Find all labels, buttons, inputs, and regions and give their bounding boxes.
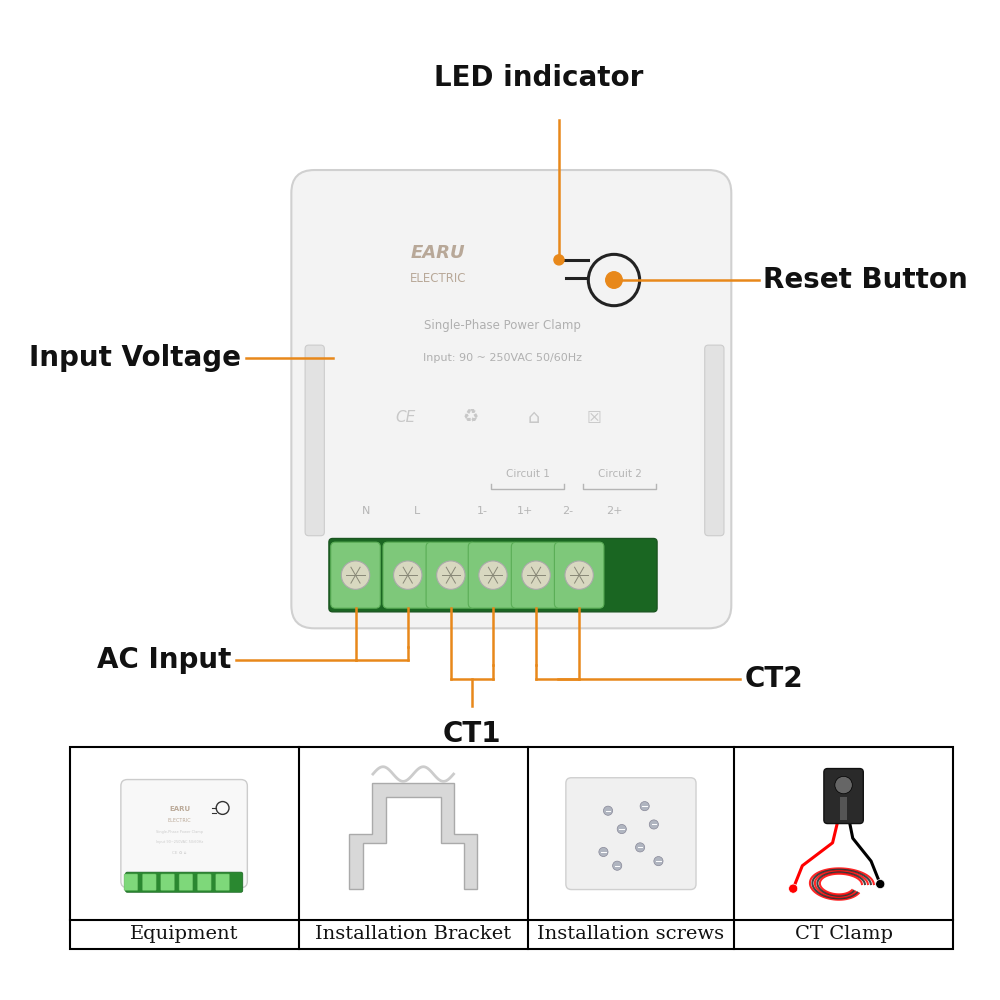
- Text: L: L: [414, 506, 420, 516]
- FancyBboxPatch shape: [142, 874, 156, 890]
- FancyBboxPatch shape: [468, 542, 518, 608]
- FancyBboxPatch shape: [216, 874, 229, 890]
- FancyBboxPatch shape: [179, 874, 193, 890]
- FancyBboxPatch shape: [824, 769, 863, 824]
- FancyBboxPatch shape: [329, 538, 657, 612]
- FancyBboxPatch shape: [705, 345, 724, 536]
- Text: N: N: [362, 506, 371, 516]
- Circle shape: [216, 802, 229, 814]
- FancyBboxPatch shape: [125, 872, 243, 892]
- Circle shape: [437, 561, 465, 589]
- Text: 1-: 1-: [476, 506, 487, 516]
- Text: Single-Phase Power Clamp: Single-Phase Power Clamp: [424, 319, 581, 332]
- FancyBboxPatch shape: [305, 345, 324, 536]
- Circle shape: [554, 255, 564, 265]
- Text: CE ♻ ⌂: CE ♻ ⌂: [172, 851, 187, 855]
- Text: AC Input: AC Input: [97, 646, 232, 674]
- Text: CT Clamp: CT Clamp: [795, 925, 893, 943]
- Circle shape: [876, 879, 885, 889]
- Text: ELECTRIC: ELECTRIC: [168, 818, 191, 823]
- Text: EARU: EARU: [169, 806, 190, 812]
- FancyBboxPatch shape: [511, 542, 561, 608]
- Text: CE: CE: [396, 410, 416, 425]
- Circle shape: [341, 561, 370, 589]
- FancyBboxPatch shape: [161, 874, 174, 890]
- Circle shape: [599, 847, 608, 857]
- Text: 2+: 2+: [606, 506, 622, 516]
- Text: 1+: 1+: [517, 506, 533, 516]
- Circle shape: [613, 861, 622, 870]
- Circle shape: [588, 254, 640, 306]
- Text: CT1: CT1: [443, 720, 501, 748]
- Text: ⌂: ⌂: [528, 408, 540, 427]
- Text: Single-Phase Power Clamp: Single-Phase Power Clamp: [156, 830, 203, 834]
- Text: ♻: ♻: [462, 409, 478, 427]
- FancyBboxPatch shape: [121, 780, 247, 888]
- FancyBboxPatch shape: [331, 542, 380, 608]
- Text: Installation screws: Installation screws: [537, 925, 725, 943]
- FancyBboxPatch shape: [426, 542, 476, 608]
- Text: Installation Bracket: Installation Bracket: [315, 925, 511, 943]
- Text: Input 90~250VAC 50/60Hz: Input 90~250VAC 50/60Hz: [156, 840, 203, 844]
- Text: LED indicator: LED indicator: [434, 64, 644, 92]
- Bar: [70, 747, 953, 949]
- Text: EARU: EARU: [411, 244, 465, 262]
- Text: 2-: 2-: [563, 506, 574, 516]
- Circle shape: [640, 802, 649, 811]
- Circle shape: [649, 820, 658, 829]
- Circle shape: [394, 561, 422, 589]
- FancyBboxPatch shape: [383, 542, 432, 608]
- Text: Input Voltage: Input Voltage: [29, 344, 241, 372]
- Text: ☒: ☒: [586, 409, 601, 427]
- Text: CT2: CT2: [745, 665, 804, 693]
- FancyBboxPatch shape: [291, 170, 731, 628]
- Circle shape: [565, 561, 593, 589]
- FancyBboxPatch shape: [124, 874, 138, 890]
- FancyBboxPatch shape: [566, 778, 696, 890]
- Circle shape: [789, 884, 798, 893]
- Text: Reset Button: Reset Button: [763, 266, 968, 294]
- Bar: [840, 797, 847, 820]
- Circle shape: [617, 824, 626, 834]
- Circle shape: [522, 561, 550, 589]
- Text: Input: 90 ~ 250VAC 50/60Hz: Input: 90 ~ 250VAC 50/60Hz: [423, 353, 582, 363]
- Polygon shape: [349, 783, 477, 889]
- Circle shape: [606, 272, 622, 288]
- FancyBboxPatch shape: [554, 542, 604, 608]
- Text: ELECTRIC: ELECTRIC: [410, 272, 466, 285]
- Circle shape: [636, 843, 645, 852]
- FancyBboxPatch shape: [197, 874, 211, 890]
- Text: Circuit 1: Circuit 1: [506, 469, 550, 479]
- Circle shape: [479, 561, 507, 589]
- Text: Circuit 2: Circuit 2: [598, 469, 641, 479]
- Circle shape: [603, 806, 613, 815]
- Circle shape: [654, 857, 663, 866]
- Text: Equipment: Equipment: [130, 925, 238, 943]
- Circle shape: [835, 776, 852, 794]
